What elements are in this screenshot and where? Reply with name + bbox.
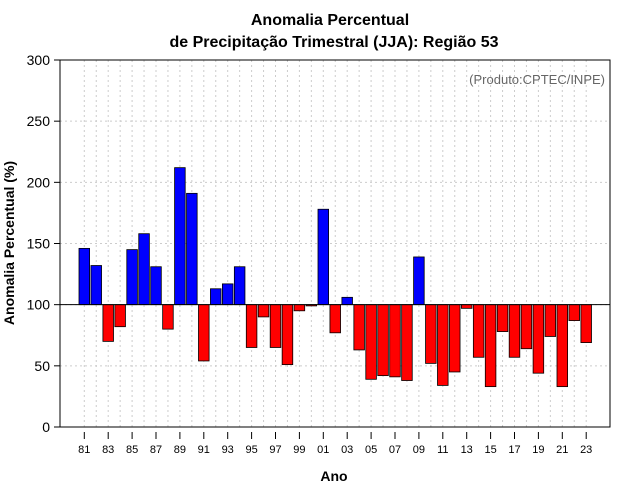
bar-96 [257,304,270,318]
x-tick-label: 05 [365,444,377,456]
bar-89 [174,167,186,306]
bar-23 [580,304,592,343]
bar-15 [484,304,497,388]
bar-08 [401,304,413,381]
bar-10 [425,304,437,364]
x-axis: 81 83 85 87 89 91 93 95 97 99 01 03 05 07 09 11 13 15 17 19… [78,432,592,456]
x-axis-label: Ano [320,468,347,484]
x-tick-label: 17 [508,444,520,456]
bar-82 [90,265,102,306]
bar-17 [508,304,521,358]
chart-title-line2: de Precipitação Trimestral (JJA): Região… [169,34,498,51]
bar-13 [460,304,473,309]
bar-09 [413,256,425,306]
x-tick-label: 01 [317,444,329,456]
bar-87 [150,266,162,306]
bar-19 [532,304,545,374]
bar-97 [269,304,282,348]
x-tick-label: 03 [341,444,353,456]
bar-98 [281,304,294,366]
x-tick-label: 21 [556,444,568,456]
x-tick-label: 95 [245,444,257,456]
x-tick-label: 07 [389,444,401,456]
x-tick-label: 87 [150,444,162,456]
bar-88 [162,304,174,330]
x-tick-label: 13 [461,444,473,456]
bar-05 [365,304,377,380]
bar-18 [520,304,533,350]
bar-22 [568,304,580,321]
x-tick-label: 85 [126,444,138,456]
bar-20 [544,304,557,337]
bar-21 [556,304,569,388]
grid-layer [60,59,610,428]
bar-14 [472,304,485,358]
bar-86 [138,233,150,306]
bar-99 [293,304,306,312]
x-tick-label: 93 [222,444,234,456]
x-tick-label: 97 [269,444,281,456]
bar-85 [126,249,138,306]
y-axis-label: Anomalia Percentual (%) [1,161,17,325]
bar-03 [341,296,353,306]
y-tick-label: 150 [27,236,51,252]
x-tick-label: 81 [78,444,90,456]
bar-16 [496,304,509,332]
x-tick-label: 99 [293,444,305,456]
source-note: (Produto:CPTEC/INPE) [469,72,605,87]
bar-06 [377,304,389,377]
y-tick-label: 50 [34,358,50,374]
bar-84 [114,304,126,328]
y-tick-label: 300 [27,52,51,68]
bar-07 [389,304,401,378]
bar-02 [329,304,341,334]
x-tick-label: 15 [484,444,496,456]
bar-12 [449,304,461,373]
bar-95 [245,304,258,348]
y-tick-label: 200 [27,174,51,190]
chart-title-line1: Anomalia Percentual [251,12,409,29]
x-tick-label: 83 [102,444,114,456]
x-tick-label: 91 [198,444,210,456]
y-axis: 0 50 100 150 200 250 300 [27,52,60,435]
x-tick-label: 19 [532,444,544,456]
bar-11 [437,304,449,386]
bar-93 [221,283,234,306]
x-tick-label: 89 [174,444,186,456]
bar-94 [233,266,246,306]
bar-04 [353,304,365,351]
bar-81 [78,247,91,306]
bar-91 [198,304,210,362]
x-tick-label: 11 [437,444,448,456]
bar-83 [102,304,114,342]
bar-92 [210,288,222,306]
x-tick-label: 09 [413,444,425,456]
y-tick-label: 100 [27,297,51,313]
bar-90 [186,192,198,306]
y-tick-label: 0 [42,419,50,435]
bar-01 [317,208,330,306]
x-tick-label: 23 [580,444,592,456]
y-tick-label: 250 [27,113,51,129]
